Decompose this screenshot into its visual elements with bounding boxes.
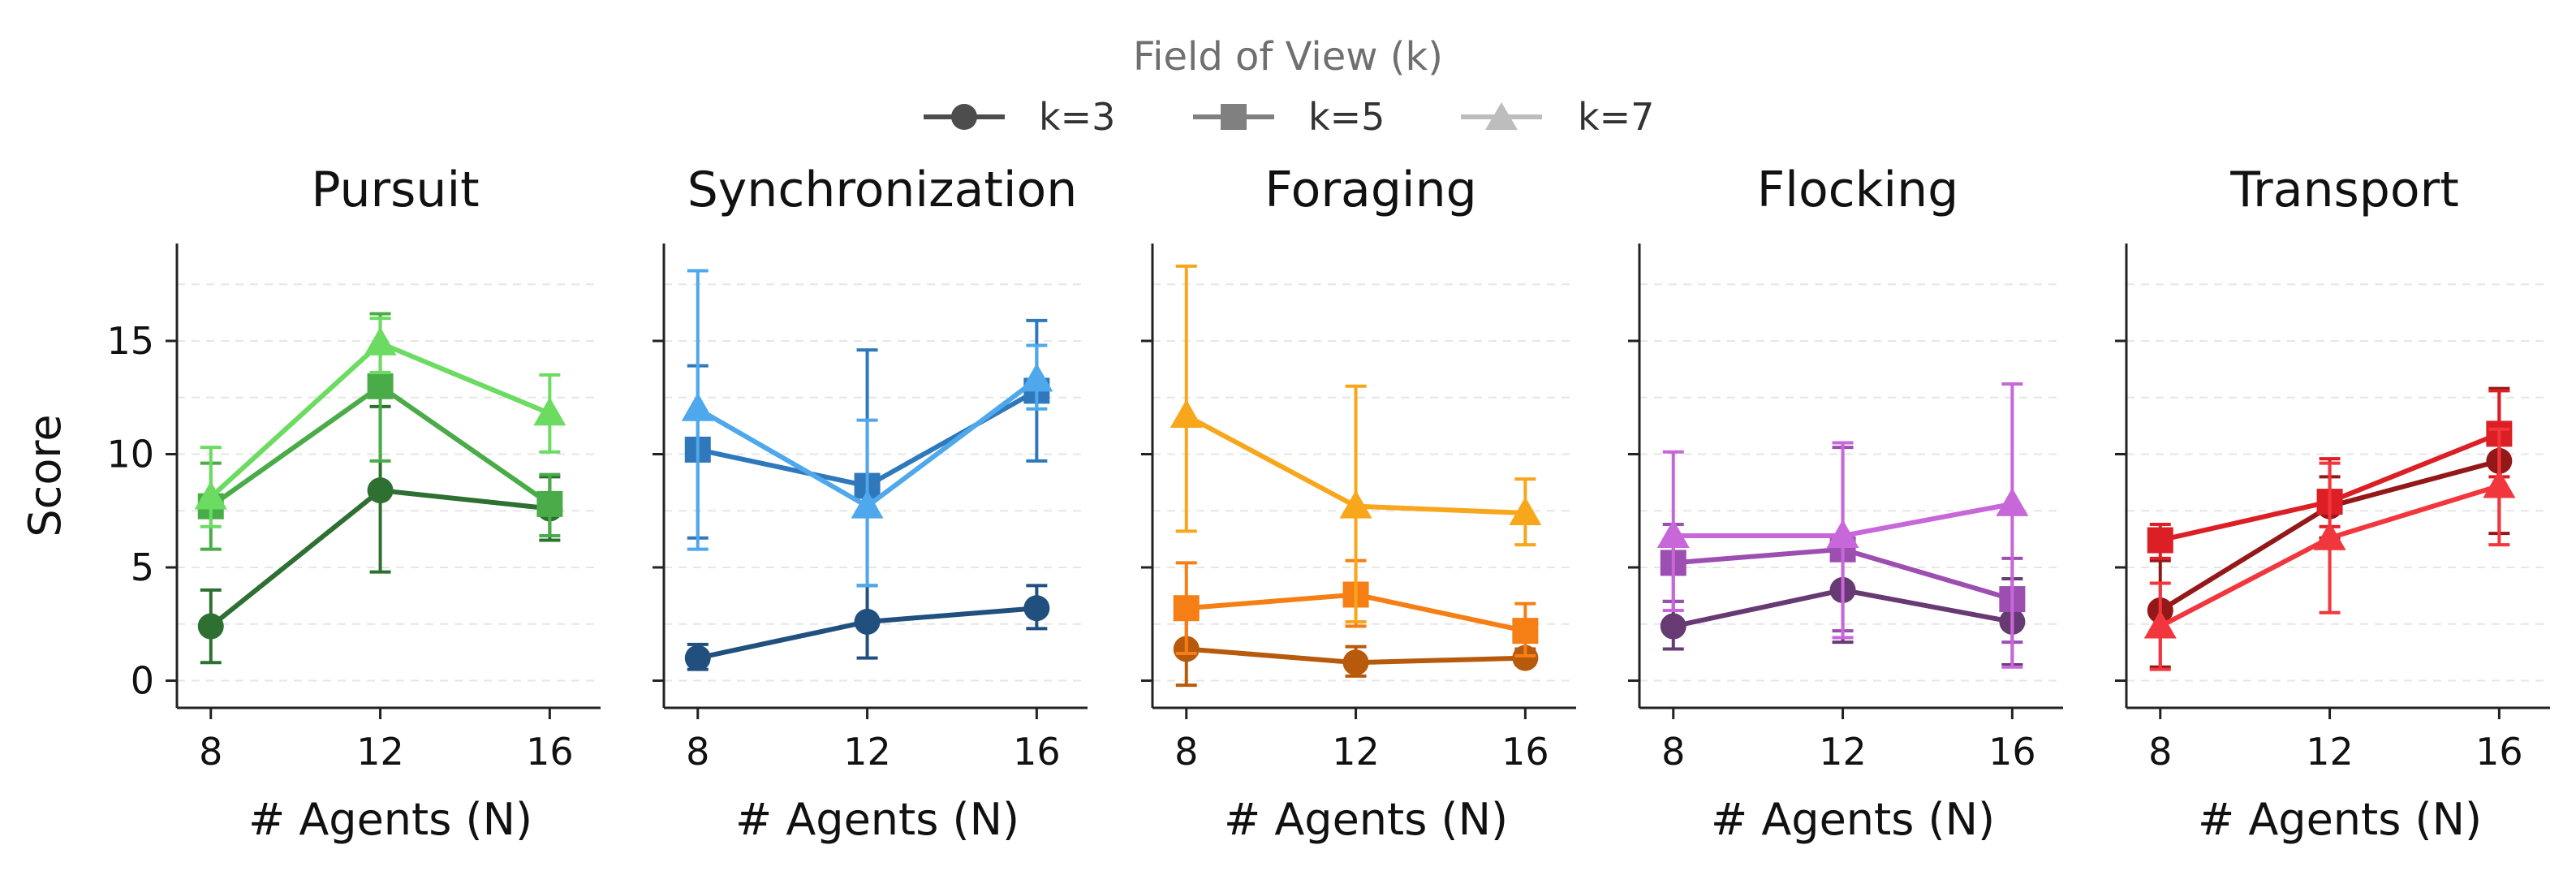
flocking-x-tick-label: 8 (1661, 730, 1685, 774)
flocking-x-tick-label: 12 (1819, 730, 1867, 774)
legend-title: Field of View (k) (1133, 34, 1443, 80)
transport-title: Transport (2229, 162, 2459, 218)
pursuit-y-tick-label: 10 (106, 432, 154, 476)
pursuit-y-axis-label: Score (19, 414, 71, 537)
foraging-x-tick-label: 16 (1501, 730, 1549, 774)
pursuit-k-3-point (197, 613, 224, 640)
synchronization-x-tick-label: 16 (1013, 730, 1061, 774)
foraging-k-7-errorbar (1175, 264, 1197, 533)
pursuit-x-tick-label: 12 (356, 730, 404, 774)
transport-k-7-point (2143, 610, 2177, 639)
pursuit-x-tick-label: 16 (526, 730, 574, 774)
flocking-x-axis-label: # Agents (N) (1711, 794, 1995, 845)
panel-pursuit: 0 5 10 15 8 12 16 Pursuit # Agents (N) Score (19, 162, 601, 845)
series-synchronization-k-7 (681, 269, 1053, 588)
legend-entry-k5: k=5 (1193, 95, 1385, 139)
synchronization-x-tick-label: 12 (843, 730, 891, 774)
panel-foraging: 8 12 16 Foraging # Agents (N) (1141, 162, 1576, 845)
foraging-k-5-point (1173, 595, 1200, 622)
chart-panels: 0 5 10 15 8 12 16 Pursuit # Agents (N) Score 8 12 16… (19, 162, 2550, 845)
panel-transport: 8 12 16 Transport # Agents (N) (2115, 162, 2550, 845)
foraging-k-3-point (1342, 649, 1369, 676)
transport-x-axis-label: # Agents (N) (2198, 794, 2482, 845)
foraging-title: Foraging (1264, 162, 1476, 218)
foraging-k-3-point (1512, 645, 1539, 671)
synchronization-k-7-point (1020, 363, 1053, 392)
pursuit-k-7-point (194, 481, 227, 510)
pursuit-k-7-point (533, 397, 566, 426)
series-synchronization-k-3 (684, 584, 1050, 671)
legend: Field of View (k) k=3 k=5 k=7 (924, 34, 1654, 139)
synchronization-k-3-point (684, 645, 711, 671)
synchronization-k-3-point (854, 608, 881, 635)
series-flocking-k-7 (1656, 382, 2029, 669)
transport-x-tick-label: 16 (2475, 730, 2523, 774)
pursuit-k-7-point (364, 326, 397, 356)
foraging-k-7-point (1339, 489, 1372, 519)
series-pursuit-k-7 (194, 317, 566, 528)
flocking-x-tick-label: 16 (1988, 730, 2036, 774)
foraging-x-tick-label: 8 (1174, 730, 1198, 774)
legend-label-k5: k=5 (1308, 95, 1385, 139)
pursuit-y-tick-label: 15 (106, 319, 154, 363)
series-foraging-k-7 (1170, 264, 1542, 623)
synchronization-title: Synchronization (687, 162, 1078, 218)
pursuit-x-tick-label: 8 (199, 730, 222, 774)
flocking-title: Flocking (1757, 162, 1958, 218)
flocking-k-7-point (1656, 519, 1690, 548)
flocking-k-7-errorbar (2001, 382, 2023, 669)
flocking-k-7-point (1996, 487, 2029, 516)
legend-entry-k3: k=3 (924, 95, 1115, 139)
synchronization-x-axis-label: # Agents (N) (735, 794, 1019, 845)
transport-k-7-point (2313, 521, 2346, 550)
foraging-k-7-point (1509, 497, 1542, 526)
synchronization-k-7-point (681, 392, 714, 421)
pursuit-y-tick-label: 5 (131, 545, 154, 589)
transport-x-tick-label: 12 (2306, 730, 2354, 774)
foraging-k-5-point (1512, 618, 1539, 645)
legend-label-k7: k=7 (1578, 95, 1654, 139)
synchronization-k-3-point (1023, 595, 1050, 622)
panel-synchronization: 8 12 16 Synchronization # Agents (N) (653, 162, 1088, 845)
series-transport-k-7 (2143, 427, 2516, 671)
pursuit-y-tick-label: 0 (131, 659, 154, 703)
transport-k-7-point (2483, 469, 2516, 498)
foraging-x-axis-label: # Agents (N) (1224, 794, 1508, 845)
pursuit-x-axis-label: # Agents (N) (248, 794, 532, 845)
synchronization-x-tick-label: 8 (686, 730, 709, 774)
pursuit-k-3-point (367, 477, 394, 504)
legend-entry-k7: k=7 (1461, 95, 1654, 139)
transport-x-tick-label: 8 (2148, 730, 2172, 774)
foraging-k-7-point (1170, 399, 1203, 429)
flocking-k-3-point (1660, 613, 1686, 640)
flocking-k-7-point (1826, 519, 1859, 548)
pursuit-title: Pursuit (311, 162, 479, 218)
synchronization-k-7-point (851, 489, 884, 519)
pursuit-k-5-point (536, 490, 563, 517)
transport-k-5-point (2147, 527, 2173, 554)
panel-flocking: 8 12 16 Flocking # Agents (N) (1628, 162, 2063, 845)
pursuit-k-5-point (367, 373, 394, 399)
foraging-x-tick-label: 12 (1332, 730, 1380, 774)
legend-label-k3: k=3 (1039, 95, 1115, 139)
